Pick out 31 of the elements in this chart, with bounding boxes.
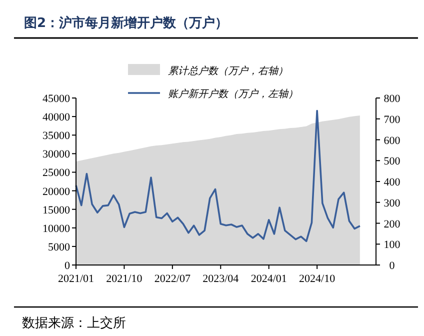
annotation: 数据来源：上交所 (22, 316, 126, 331)
legend-label: 账户新开户数（万户，左轴） (168, 88, 298, 100)
x-tick-label: 2024/01 (250, 273, 287, 285)
y-tick-label: 45000 (42, 93, 70, 105)
y2-tick-label: 600 (384, 134, 401, 147)
y-tick-label: 0 (64, 260, 70, 272)
x-tick-label: 2021/10 (106, 273, 143, 285)
y2-tick-label: 200 (384, 218, 401, 230)
y-tick-label: 5000 (48, 241, 70, 254)
y-tick-label: 15000 (42, 204, 70, 216)
y2-tick-label: 500 (384, 156, 401, 168)
y2-tick-label: 100 (384, 239, 401, 252)
legend-item: 累计总户数（万户，右轴） (128, 64, 288, 77)
legend-item: 账户新开户数（万户，左轴） (128, 89, 298, 100)
legend-label: 累计总户数（万户，右轴） (168, 65, 288, 77)
y2-tick-label: 800 (384, 93, 401, 105)
x-tick-label: 2022/07 (154, 273, 191, 285)
y2-tick-label: 700 (384, 114, 401, 126)
y-tick-label: 25000 (42, 167, 70, 180)
x-tick-label: 2021/01 (58, 273, 94, 285)
y-tick-label: 40000 (42, 112, 70, 124)
y-tick-label: 30000 (42, 148, 70, 161)
y-tick-label: 10000 (42, 222, 70, 235)
y2-tick-label: 0 (389, 260, 396, 272)
y2-tick-label: 400 (384, 176, 401, 188)
y-tick-label: 20000 (42, 186, 70, 198)
y2-tick-label: 300 (384, 197, 401, 210)
title: 图2：沪市每月新增开户数（万户） (24, 16, 228, 31)
x-tick-label: 2024/10 (299, 273, 336, 285)
y-tick-label: 35000 (42, 130, 70, 142)
x-tick-label: 2023/04 (202, 273, 240, 285)
